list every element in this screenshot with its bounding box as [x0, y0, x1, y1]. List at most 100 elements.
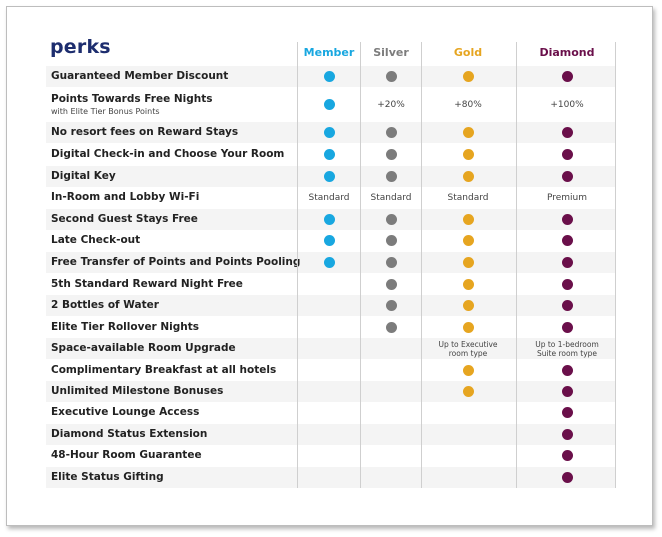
table-row: In-Room and Lobby Wi-Fi Standard Standard S… — [46, 187, 616, 208]
tier-cell-text: Standard — [308, 192, 350, 203]
tier-cell-member — [282, 144, 376, 165]
tier-cell-diamond — [520, 402, 614, 423]
tier-cell-text: +80% — [454, 99, 482, 110]
tier-cell-gold: +80% — [421, 89, 515, 120]
tier-cell-gold — [421, 317, 515, 338]
tier-cell-member — [282, 252, 376, 273]
included-dot-icon — [561, 386, 573, 397]
included-dot-icon — [561, 279, 573, 290]
perk-label: 2 Bottles of Water — [51, 299, 159, 311]
included-dot-icon — [385, 300, 397, 311]
included-dot-icon — [323, 71, 335, 82]
table-row: Unlimited Milestone Bonuses — [46, 381, 616, 402]
tier-cell-silver — [344, 209, 438, 230]
tier-cell-diamond — [520, 209, 614, 230]
perk-label: Elite Status Gifting — [51, 471, 164, 483]
included-dot-icon — [561, 365, 573, 376]
table-row: Executive Lounge Access — [46, 402, 616, 423]
table-row: Elite Status Gifting — [46, 467, 616, 488]
tier-cell-diamond — [520, 122, 614, 143]
perk-label: Second Guest Stays Free — [51, 213, 198, 225]
tier-cell-member — [282, 89, 376, 120]
tier-cell-text: Up to Executive room type — [438, 339, 498, 358]
tier-cell-silver — [344, 166, 438, 187]
table-row: Complimentary Breakfast at all hotels — [46, 360, 616, 381]
perk-label: Unlimited Milestone Bonuses — [51, 385, 224, 397]
included-dot-icon — [462, 322, 474, 333]
included-dot-icon — [323, 99, 335, 110]
included-dot-icon — [561, 407, 573, 418]
included-dot-icon — [385, 235, 397, 246]
included-dot-icon — [561, 257, 573, 268]
included-dot-icon — [462, 149, 474, 160]
tier-cell-silver — [344, 144, 438, 165]
table-row: Diamond Status Extension — [46, 424, 616, 445]
table-row: 48-Hour Room Guarantee — [46, 445, 616, 466]
column-divider — [297, 42, 298, 488]
perk-label: No resort fees on Reward Stays — [51, 126, 239, 138]
tier-header-member: Member — [303, 46, 355, 59]
included-dot-icon — [385, 322, 397, 333]
column-divider — [360, 42, 361, 488]
tier-cell-silver — [344, 295, 438, 316]
tier-cell-diamond — [520, 360, 614, 381]
perk-label: Executive Lounge Access — [51, 406, 200, 418]
included-dot-icon — [462, 127, 474, 138]
table-row: Digital Check-in and Choose Your Room — [46, 144, 616, 165]
tier-cell-gold — [421, 467, 515, 488]
table-row: Space-available Room Upgrade Up to Execut… — [46, 338, 616, 359]
included-dot-icon — [323, 127, 335, 138]
tier-cell-gold — [421, 66, 515, 87]
tier-cell-member — [282, 66, 376, 87]
tier-cell-silver — [344, 317, 438, 338]
included-dot-icon — [561, 450, 573, 461]
included-dot-icon — [462, 300, 474, 311]
included-dot-icon — [323, 257, 335, 268]
tier-cell-gold — [421, 295, 515, 316]
perk-label: Complimentary Breakfast at all hotels — [51, 364, 277, 376]
included-dot-icon — [323, 214, 335, 225]
table-row: Points Towards Free Nights with Elite Tie… — [46, 89, 616, 120]
table-row: No resort fees on Reward Stays — [46, 122, 616, 143]
tier-cell-gold — [421, 252, 515, 273]
tier-cell-text: Standard — [370, 192, 412, 203]
perk-label: Elite Tier Rollover Nights — [51, 321, 200, 333]
included-dot-icon — [323, 235, 335, 246]
tier-cell-text: Up to 1-bedroom Suite room type — [535, 339, 599, 358]
included-dot-icon — [561, 149, 573, 160]
tier-cell-silver — [344, 230, 438, 251]
tier-cell-member: Standard — [282, 187, 376, 208]
tier-cell-diamond: +100% — [520, 89, 614, 120]
included-dot-icon — [385, 149, 397, 160]
tier-cell-gold — [421, 424, 515, 445]
tier-cell-gold — [421, 445, 515, 466]
included-dot-icon — [323, 171, 335, 182]
tier-cell-gold — [421, 360, 515, 381]
included-dot-icon — [561, 300, 573, 311]
perk-label: In-Room and Lobby Wi-Fi — [51, 191, 200, 203]
table-row: 5th Standard Reward Night Free — [46, 274, 616, 295]
included-dot-icon — [561, 71, 573, 82]
tier-cell-diamond — [520, 317, 614, 338]
perk-label: 48-Hour Room Guarantee — [51, 449, 202, 461]
tier-cell-silver — [344, 66, 438, 87]
included-dot-icon — [385, 257, 397, 268]
tier-cell-diamond — [520, 381, 614, 402]
included-dot-icon — [462, 386, 474, 397]
table-row: Second Guest Stays Free — [46, 209, 616, 230]
tier-cell-text: Premium — [546, 192, 588, 203]
included-dot-icon — [561, 322, 573, 333]
tier-cell-silver — [344, 274, 438, 295]
included-dot-icon — [561, 214, 573, 225]
included-dot-icon — [561, 235, 573, 246]
tier-cell-gold — [421, 144, 515, 165]
included-dot-icon — [462, 214, 474, 225]
tier-cell-diamond — [520, 424, 614, 445]
tier-cell-gold — [421, 166, 515, 187]
tier-cell-silver — [344, 252, 438, 273]
perk-label: 5th Standard Reward Night Free — [51, 278, 243, 290]
tier-cell-diamond — [520, 166, 614, 187]
tier-cell-diamond — [520, 230, 614, 251]
tier-header-silver: Silver — [373, 46, 409, 59]
included-dot-icon — [462, 279, 474, 290]
